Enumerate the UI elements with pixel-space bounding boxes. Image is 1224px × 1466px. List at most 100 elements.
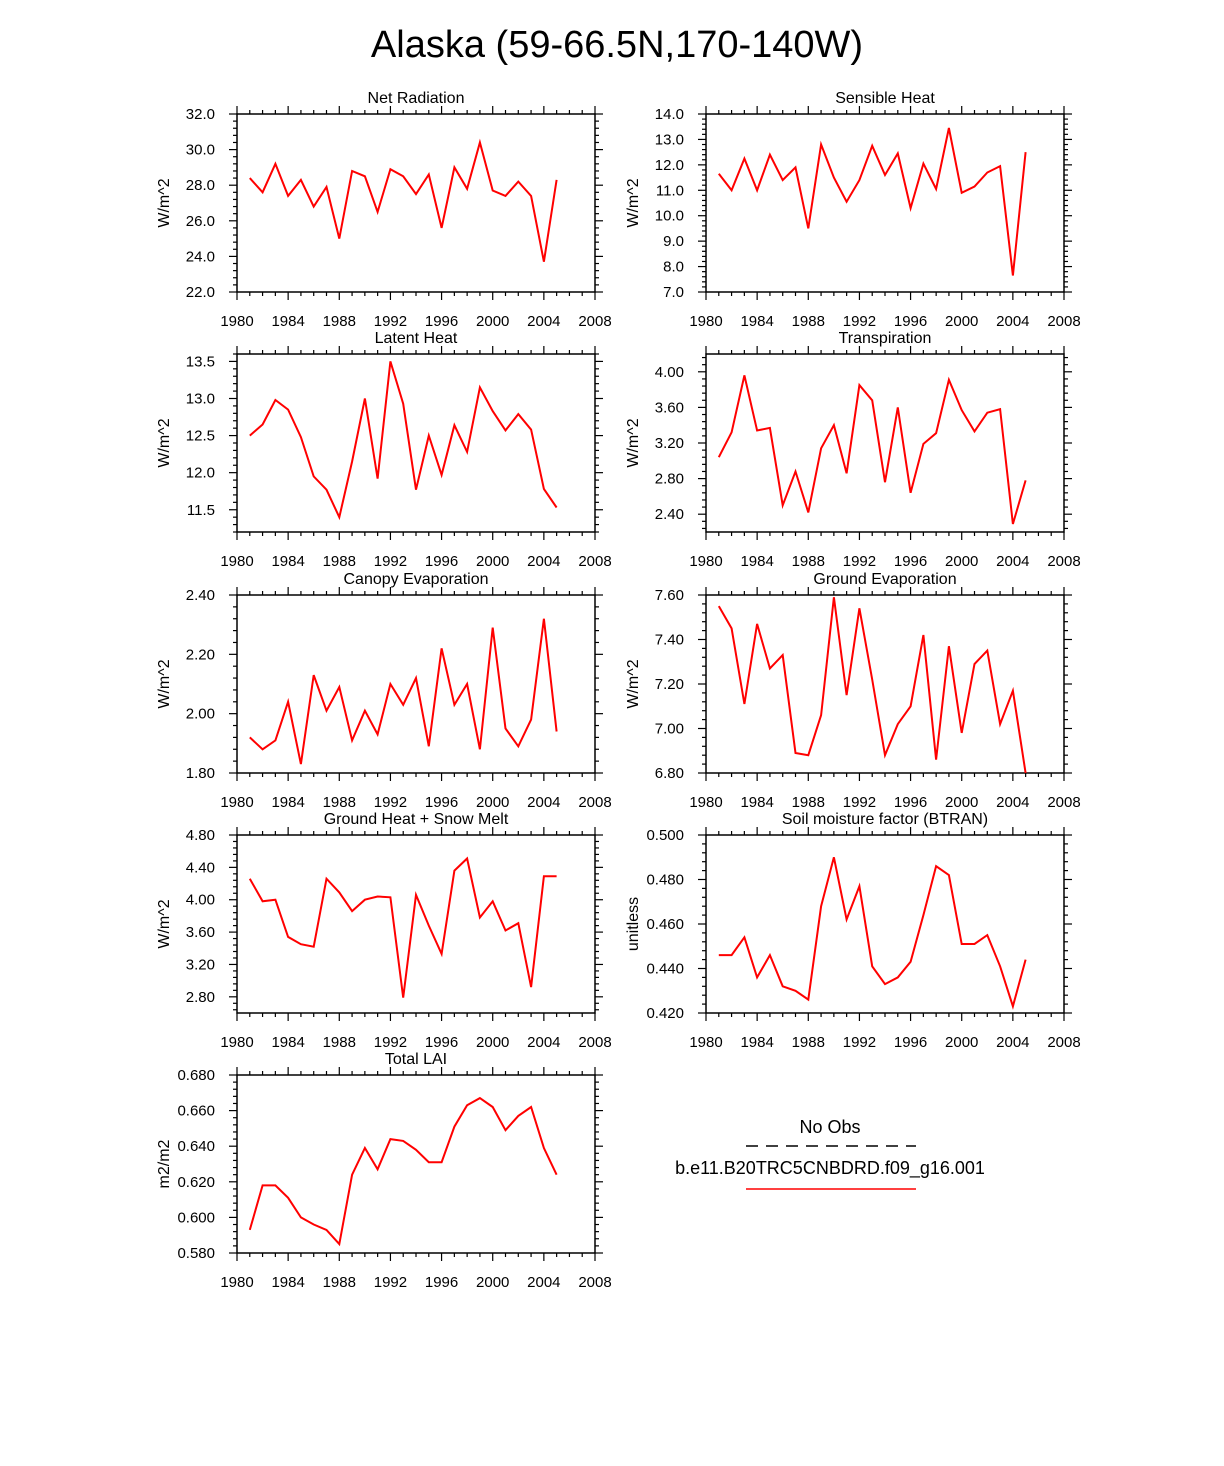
panel-total-lai-xtick-label: 1984	[271, 1274, 304, 1291]
panel-soil-moisture-factor-btran-xtick-label: 2004	[996, 1034, 1029, 1051]
panel-sensible-heat-ytick-label: 8.0	[663, 259, 684, 276]
panel-transpiration-xtick-label: 2008	[1047, 553, 1080, 570]
panel-net-radiation-ytick-label: 24.0	[186, 248, 215, 265]
panel-ground-evaporation-ytick-label: 7.00	[655, 721, 684, 738]
panel-sensible-heat-xtick-label: 1996	[894, 313, 927, 330]
panel-net-radiation-xtick-label: 1980	[220, 313, 253, 330]
panel-soil-moisture-factor-btran-ytick-label: 0.500	[646, 827, 684, 844]
panel-ground-heat-snow-melt-xtick-label: 2000	[476, 1034, 509, 1051]
panel-total-lai-xtick-label: 2008	[578, 1274, 611, 1291]
panel-total-lai-ytick-label: 0.600	[177, 1209, 215, 1226]
legend: No Obs b.e11.B20TRC5CNBDRD.f09_g16.001	[675, 1117, 985, 1190]
panel-sensible-heat-xtick-label: 1980	[689, 313, 722, 330]
panel-latent-heat-title: Latent Heat	[375, 330, 458, 347]
panel-canopy-evaporation-title: Canopy Evaporation	[344, 571, 489, 588]
panel-ground-heat-snow-melt-ytick-label: 2.80	[186, 989, 215, 1006]
panel-latent-heat-ytick-label: 13.5	[186, 353, 215, 370]
panel-canopy-evaporation-xtick-label: 2008	[578, 794, 611, 811]
panel-transpiration-series-line	[717, 375, 1027, 525]
panel-sensible-heat-title: Sensible Heat	[835, 90, 935, 107]
panel-transpiration-ytick-label: 3.60	[655, 399, 684, 416]
panel-transpiration-ytick-label: 3.20	[655, 435, 684, 452]
panel-latent-heat-xtick-label: 1988	[323, 553, 356, 570]
panel-ground-evaporation-xtick-label: 1980	[689, 794, 722, 811]
panel-sensible-heat-ytick-label: 14.0	[655, 106, 684, 123]
panel-ground-evaporation-xtick-label: 1992	[843, 794, 876, 811]
panel-canopy-evaporation-ytick-label: 2.20	[186, 646, 215, 663]
panel-transpiration-xtick-label: 2004	[996, 553, 1029, 570]
panel-canopy-evaporation-ytick-label: 2.00	[186, 706, 215, 723]
panel-net-radiation-xtick-label: 1992	[374, 313, 407, 330]
panel-sensible-heat-ytick-label: 13.0	[655, 131, 684, 148]
panel-sensible-heat-xtick-label: 2004	[996, 313, 1029, 330]
panel-net-radiation-xtick-label: 2000	[476, 313, 509, 330]
panel-ground-heat-snow-melt-xtick-label: 2008	[578, 1034, 611, 1051]
panel-total-lai-frame	[236, 1074, 596, 1254]
panel-total-lai-xtick-label: 2000	[476, 1274, 509, 1291]
panel-sensible-heat-xtick-label: 2000	[945, 313, 978, 330]
panel-total-lai-xtick-label: 1992	[374, 1274, 407, 1291]
panel-ground-heat-snow-melt-ytick-label: 3.60	[186, 924, 215, 941]
panels: Net Radiation W/m^2 1980 1984 1988 1992 1996 20…	[156, 90, 1081, 1291]
panel-sensible-heat: Sensible Heat W/m^2 1980 1984 1988 1992 1996 20…	[625, 90, 1081, 330]
panel-latent-heat-xtick-label: 2004	[527, 553, 560, 570]
panel-net-radiation-ylabel: W/m^2	[156, 178, 173, 227]
legend-model-label: b.e11.B20TRC5CNBDRD.f09_g16.001	[675, 1158, 985, 1179]
panel-ground-evaporation-ytick-label: 6.80	[655, 765, 684, 782]
panel-soil-moisture-factor-btran-ytick-label: 0.420	[646, 1005, 684, 1022]
panel-ground-heat-snow-melt-xtick-label: 1988	[323, 1034, 356, 1051]
panel-net-radiation-ytick-label: 26.0	[186, 213, 215, 230]
panel-total-lai-xtick-label: 2004	[527, 1274, 560, 1291]
panel-ground-evaporation-xtick-label: 1984	[740, 794, 773, 811]
panel-canopy-evaporation-xtick-label: 1992	[374, 794, 407, 811]
panel-sensible-heat-xtick-label: 1984	[740, 313, 773, 330]
panel-total-lai-xtick-label: 1988	[323, 1274, 356, 1291]
panel-canopy-evaporation-series-line	[249, 618, 558, 765]
panel-soil-moisture-factor-btran-xtick-label: 1980	[689, 1034, 722, 1051]
panel-latent-heat-xtick-label: 1992	[374, 553, 407, 570]
panel-total-lai-ytick-label: 0.660	[177, 1103, 215, 1120]
panel-sensible-heat-frame	[705, 113, 1065, 293]
panel-ground-evaporation-ytick-label: 7.20	[655, 676, 684, 693]
panel-total-lai-ytick-label: 0.640	[177, 1138, 215, 1155]
panel-total-lai-ytick-label: 0.680	[177, 1067, 215, 1084]
panel-latent-heat-ytick-label: 12.0	[186, 465, 215, 482]
panel-soil-moisture-factor-btran-ytick-label: 0.460	[646, 916, 684, 933]
panel-ground-heat-snow-melt-title: Ground Heat + Snow Melt	[324, 811, 509, 828]
panel-canopy-evaporation-xtick-label: 1988	[323, 794, 356, 811]
panel-latent-heat-xtick-label: 2000	[476, 553, 509, 570]
panel-ground-evaporation-xtick-label: 2000	[945, 794, 978, 811]
panel-soil-moisture-factor-btran-series-line	[718, 857, 1027, 1010]
panel-ground-heat-snow-melt-ytick-label: 4.00	[186, 892, 215, 909]
panel-ground-heat-snow-melt-ylabel: W/m^2	[156, 899, 173, 948]
panel-ground-evaporation-ytick-label: 7.60	[655, 587, 684, 604]
panel-latent-heat-ylabel: W/m^2	[156, 418, 173, 467]
panel-net-radiation-ytick-label: 22.0	[186, 284, 215, 301]
panel-ground-heat-snow-melt-xtick-label: 1996	[425, 1034, 458, 1051]
panel-latent-heat-ytick-label: 12.5	[186, 428, 215, 445]
panel-soil-moisture-factor-btran-xtick-label: 1984	[740, 1034, 773, 1051]
panel-total-lai-xtick-label: 1996	[425, 1274, 458, 1291]
panel-transpiration-xtick-label: 1984	[740, 553, 773, 570]
panel-ground-heat-snow-melt-series-line	[248, 856, 557, 998]
panel-transpiration-ytick-label: 2.80	[655, 471, 684, 488]
panel-ground-evaporation-series-line	[717, 597, 1027, 774]
panel-ground-heat-snow-melt-xtick-label: 1984	[271, 1034, 304, 1051]
panel-latent-heat-xtick-label: 1980	[220, 553, 253, 570]
panel-ground-evaporation-xtick-label: 2008	[1047, 794, 1080, 811]
panel-canopy-evaporation-ytick-label: 1.80	[186, 765, 215, 782]
panel-sensible-heat-xtick-label: 1988	[792, 313, 825, 330]
panel-soil-moisture-factor-btran-xtick-label: 2008	[1047, 1034, 1080, 1051]
panel-net-radiation-xtick-label: 1984	[271, 313, 304, 330]
panel-ground-evaporation-frame	[705, 594, 1065, 774]
panel-ground-heat-snow-melt-xtick-label: 2004	[527, 1034, 560, 1051]
panel-net-radiation-ytick-label: 30.0	[186, 142, 215, 159]
panel-total-lai-ytick-label: 0.580	[177, 1245, 215, 1262]
panel-ground-heat-snow-melt-xtick-label: 1992	[374, 1034, 407, 1051]
panel-total-lai-ylabel: m2/m2	[156, 1139, 173, 1188]
panel-canopy-evaporation-xtick-label: 1980	[220, 794, 253, 811]
panel-soil-moisture-factor-btran-frame	[705, 834, 1065, 1014]
panel-net-radiation-xtick-label: 1996	[425, 313, 458, 330]
panel-transpiration-ylabel: W/m^2	[625, 418, 642, 467]
